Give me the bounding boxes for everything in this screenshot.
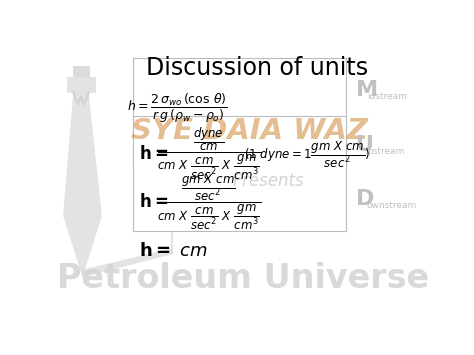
Text: U: U [356, 135, 374, 155]
Bar [67, 77, 96, 93]
Polygon shape [82, 248, 172, 278]
Text: ownstream: ownstream [367, 201, 417, 209]
Text: $(1\ dyne = 1\dfrac{gm\ X\ cm}{sec^2})$: $(1\ dyne = 1\dfrac{gm\ X\ cm}{sec^2})$ [244, 139, 371, 170]
Text: $\dfrac{\dfrac{dyne}{cm}}{cm\ X\ \dfrac{cm}{sec^2}\ X\ \dfrac{gm}{cm^3}}$: $\dfrac{\dfrac{dyne}{cm}}{cm\ X\ \dfrac{… [157, 126, 261, 182]
Text: $\mathbf{h=}$: $\mathbf{h=}$ [139, 193, 168, 211]
FancyBboxPatch shape [133, 116, 346, 231]
Bar [166, 213, 177, 224]
Text: $\mathbf{h=}$: $\mathbf{h=}$ [139, 145, 168, 163]
Text: SYE DAIA WAZ: SYE DAIA WAZ [131, 117, 368, 145]
Text: Petroleum Universe: Petroleum Universe [57, 262, 429, 295]
FancyBboxPatch shape [133, 58, 346, 166]
Text: M: M [356, 80, 378, 100]
Polygon shape [63, 93, 102, 216]
Bar [73, 66, 90, 77]
Text: pstream: pstream [367, 147, 404, 156]
Text: $\mathbf{h=}\ \mathit{cm}$: $\mathbf{h=}\ \mathit{cm}$ [139, 241, 208, 260]
Text: Discussion of units: Discussion of units [146, 56, 368, 80]
Text: D: D [356, 189, 374, 209]
Text: $\dfrac{\dfrac{gm\ X\ cm}{sec^2}}{cm\ X\ \dfrac{cm}{sec^2}\ X\ \dfrac{gm}{cm^3}}: $\dfrac{\dfrac{gm\ X\ cm}{sec^2}}{cm\ X\… [157, 172, 261, 232]
Polygon shape [63, 216, 102, 278]
Text: idstream: idstream [367, 92, 407, 101]
Text: $h = \dfrac{2\,\sigma_{wo}\,(\cos\,\theta)}{r\,g\,(\rho_w - \rho_o)}$: $h = \dfrac{2\,\sigma_{wo}\,(\cos\,\thet… [127, 92, 228, 125]
Text: Presents: Presents [233, 172, 304, 190]
